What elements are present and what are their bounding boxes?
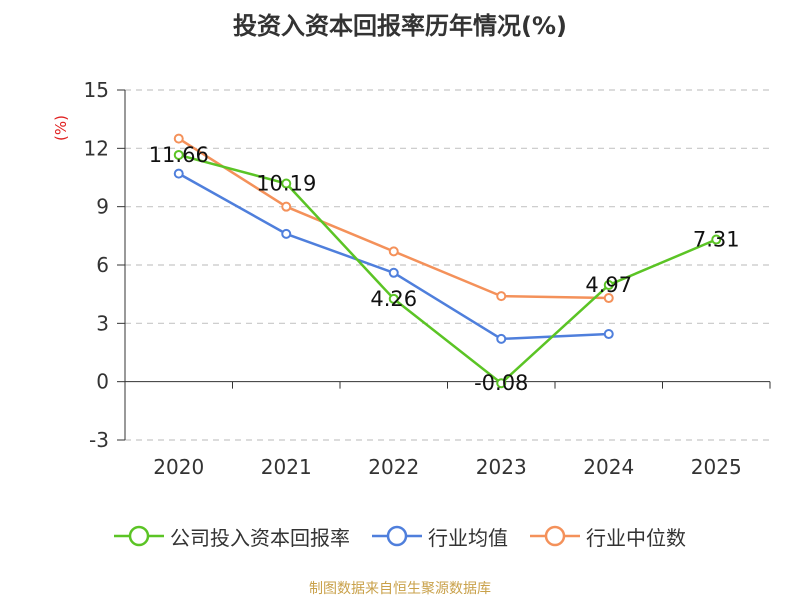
data-label: 10.19 bbox=[256, 172, 316, 196]
legend-label: 公司投入资本回报率 bbox=[170, 525, 350, 550]
legend-item-0[interactable]: 公司投入资本回报率 bbox=[114, 522, 350, 551]
legend-label: 行业中位数 bbox=[586, 525, 686, 550]
x-tick-label: 2022 bbox=[368, 455, 419, 479]
data-point bbox=[281, 201, 292, 212]
x-tick-label: 2025 bbox=[691, 455, 742, 479]
legend-swatch bbox=[372, 525, 422, 547]
y-axis-label: (%) bbox=[52, 115, 70, 141]
y-tick-label: 6 bbox=[96, 253, 109, 277]
data-point bbox=[603, 280, 614, 291]
data-point bbox=[496, 291, 507, 302]
source-note: 制图数据来自恒生聚源数据库 bbox=[309, 581, 491, 597]
data-point bbox=[388, 267, 399, 278]
data-point bbox=[173, 133, 184, 144]
data-label: 7.31 bbox=[693, 228, 740, 252]
grid-lines bbox=[125, 89, 770, 441]
data-label: 11.66 bbox=[149, 143, 209, 167]
y-tick-label: 3 bbox=[96, 311, 109, 335]
y-tick-label: 0 bbox=[96, 370, 109, 394]
data-point bbox=[496, 333, 507, 344]
data-label: 4.97 bbox=[585, 273, 632, 297]
data-point bbox=[603, 293, 614, 304]
axes: -3 0 3 6 9 12 15 2020 2021 2022 2023 2024 2025 bbox=[84, 78, 771, 479]
series-2 bbox=[173, 133, 614, 304]
legend: 公司投入资本回报率 行业均值 行业中位数 bbox=[0, 518, 800, 554]
x-tick-label: 2023 bbox=[476, 455, 527, 479]
data-point bbox=[173, 168, 184, 179]
series-1 bbox=[173, 168, 614, 344]
data-labels: 11.66 10.19 4.26 -0.08 4.97 7.31 bbox=[149, 143, 740, 395]
x-tick-label: 2020 bbox=[153, 455, 204, 479]
y-tick-label: 12 bbox=[84, 136, 109, 160]
data-point bbox=[603, 329, 614, 340]
data-label: 4.26 bbox=[370, 287, 417, 311]
y-tick-label: 9 bbox=[96, 195, 109, 219]
series-layer bbox=[173, 133, 722, 389]
data-point bbox=[281, 178, 292, 189]
legend-label: 行业均值 bbox=[428, 525, 508, 550]
y-tick-label: 15 bbox=[84, 78, 109, 102]
data-point bbox=[388, 246, 399, 257]
legend-swatch bbox=[530, 525, 580, 547]
x-tick-label: 2021 bbox=[261, 455, 312, 479]
data-label: -0.08 bbox=[474, 371, 528, 395]
legend-item-1[interactable]: 行业均值 bbox=[372, 522, 508, 551]
legend-item-2[interactable]: 行业中位数 bbox=[530, 522, 686, 551]
data-point bbox=[173, 149, 184, 160]
chart-title: 投资入资本回报率历年情况(%) bbox=[233, 12, 567, 40]
x-tick-label: 2024 bbox=[583, 455, 634, 479]
legend-swatch bbox=[114, 525, 164, 547]
y-tick-label: -3 bbox=[89, 428, 109, 452]
series-line bbox=[178, 153, 717, 385]
data-point bbox=[711, 234, 722, 245]
series-0 bbox=[173, 149, 722, 389]
data-point bbox=[281, 228, 292, 239]
data-point bbox=[388, 293, 399, 304]
data-point bbox=[496, 378, 507, 389]
